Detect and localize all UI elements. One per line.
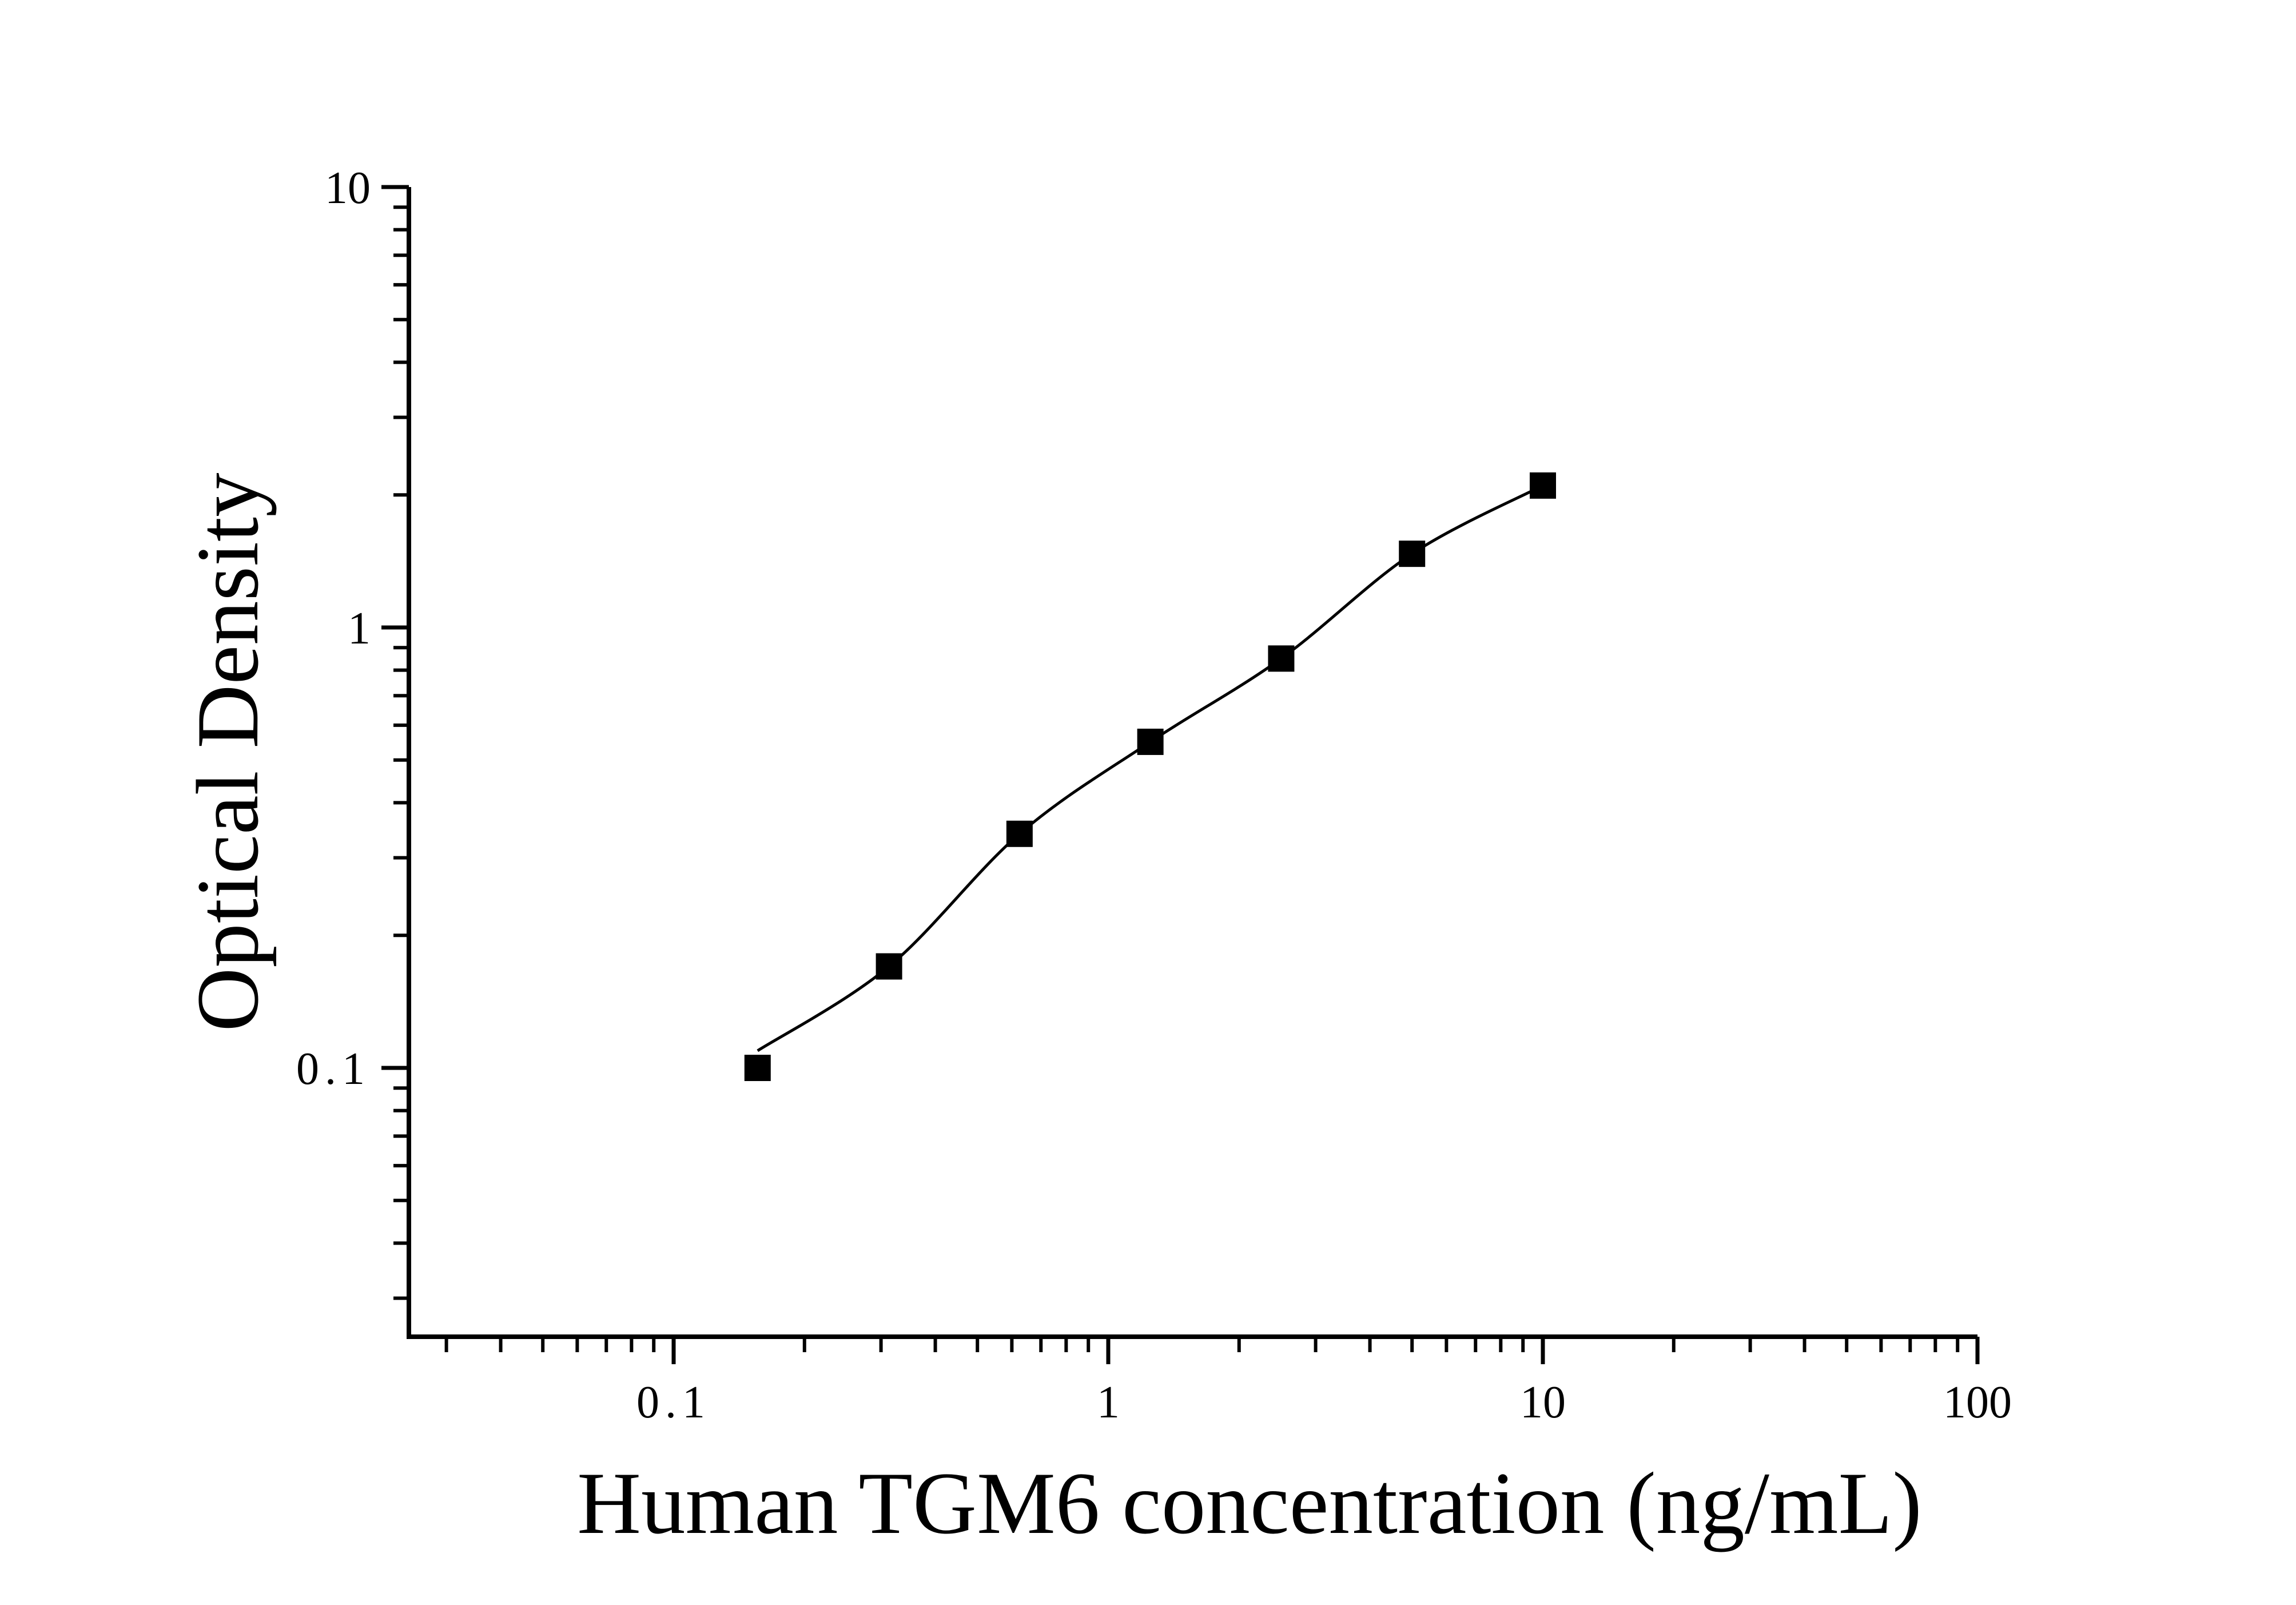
data-point-marker [1399, 541, 1426, 567]
data-layer [744, 472, 1556, 1081]
y-tick-label: 1 [348, 603, 371, 654]
y-tick-label: 10 [325, 163, 371, 213]
data-point-marker [876, 953, 902, 980]
data-point-marker [1006, 820, 1033, 847]
tick-label-layer: 0.1 1 10 100 0.1 1 10 [296, 163, 2012, 1428]
x-tick-label: 1 [1097, 1377, 1120, 1428]
data-point-marker [1530, 472, 1556, 499]
standard-curve-line [757, 484, 1544, 1052]
data-point-marker [1268, 645, 1295, 672]
tick-layer [381, 185, 1980, 1364]
axes-layer [407, 187, 1977, 1339]
y-tick-label: 0.1 [296, 1044, 371, 1094]
x-tick-label: 100 [1943, 1377, 2012, 1428]
x-tick-label: 10 [1520, 1377, 1566, 1428]
data-point-marker [744, 1055, 771, 1081]
x-tick-label: 0.1 [636, 1377, 711, 1428]
x-axis-title: Human TGM6 concentration (ng/mL) [577, 1454, 1922, 1552]
y-axis-title: Optical Density [178, 472, 277, 1031]
data-point-marker [1137, 728, 1164, 755]
